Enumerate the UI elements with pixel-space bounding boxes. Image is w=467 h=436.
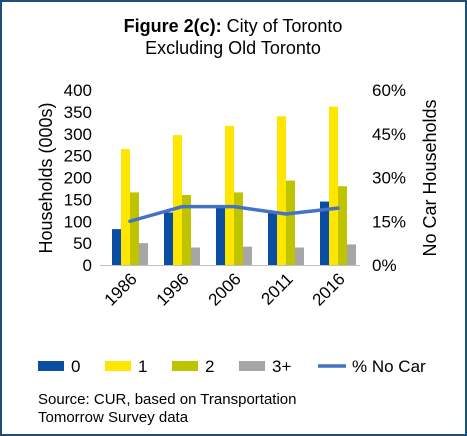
y2-axis-ticks: 0% 15% 30% 45% 60% (372, 81, 406, 275)
legend-label: 2 (205, 357, 214, 376)
bar-1-1996 (173, 135, 182, 265)
source-line-2: Tomorrow Survey data (38, 409, 189, 426)
source-line-1: Source: CUR, based on Transportation (38, 391, 296, 408)
y-tick-label: 200 (64, 169, 92, 188)
y2-tick-label: 60% (372, 81, 406, 100)
chart-title-line-1: Figure 2(c): City of Toronto (124, 16, 343, 36)
bar-2-2011 (286, 180, 295, 265)
legend-label: 3+ (272, 357, 291, 376)
bar-0-2011 (268, 212, 277, 265)
x-tick-label: 2006 (205, 269, 245, 309)
chart-title-line-2: Excluding Old Toronto (145, 38, 321, 58)
bar-3+-2011 (295, 247, 304, 265)
x-tick-label: 1986 (101, 269, 141, 309)
y-tick-label: 100 (64, 212, 92, 231)
legend-swatch-2 (172, 361, 198, 371)
chart-title-bold: Figure 2(c): (124, 16, 222, 36)
y-tick-label: 300 (64, 125, 92, 144)
bar-0-1986 (112, 229, 121, 265)
legend-label: % No Car (352, 357, 426, 376)
bar-1-2016 (329, 106, 338, 265)
bar-0-1996 (164, 212, 173, 265)
bar-2-1986 (130, 192, 139, 265)
chart-title-rest: City of Toronto (222, 16, 343, 36)
legend-label: 0 (71, 357, 80, 376)
y-tick-label: 400 (64, 81, 92, 100)
x-tick-label: 1996 (153, 269, 193, 309)
plot-area (100, 106, 360, 266)
y2-tick-label: 45% (372, 125, 406, 144)
bar-2-2016 (338, 186, 347, 265)
bar-2-1996 (182, 195, 191, 265)
y2-axis-title: No Car Households (420, 99, 440, 256)
bar-2-2006 (234, 192, 243, 265)
bar-0-2006 (216, 205, 225, 265)
bar-3+-2006 (243, 246, 252, 265)
y-axis-ticks: 0 50 100 150 200 250 300 350 400 (64, 81, 92, 275)
bar-1-2011 (277, 116, 286, 265)
bar-3+-1996 (191, 247, 200, 265)
line-no-car (128, 204, 340, 223)
y-tick-label: 50 (73, 234, 92, 253)
bar-3+-1986 (139, 243, 148, 265)
y-tick-label: 250 (64, 147, 92, 166)
y-tick-label: 150 (64, 190, 92, 209)
x-tick-label: 2016 (309, 269, 349, 309)
legend-swatch-3+ (239, 361, 265, 371)
legend: 0 1 2 3+ % No Car (38, 357, 426, 376)
x-tick-label: 2011 (258, 269, 297, 308)
y2-tick-label: 15% (372, 212, 406, 231)
y2-tick-label: 30% (372, 169, 406, 188)
bar-0-2016 (320, 201, 329, 265)
legend-swatch-0 (38, 361, 64, 371)
x-axis-ticks: 1986 1996 2006 2011 2016 (101, 269, 349, 309)
bar-1-2006 (225, 125, 234, 265)
y2-tick-label: 0% (372, 256, 397, 275)
bar-3+-2016 (347, 244, 356, 265)
legend-label: 1 (138, 357, 147, 376)
y-tick-label: 0 (83, 256, 92, 275)
bar-1-1986 (121, 149, 130, 265)
y-axis-title: Households (000s) (36, 102, 56, 253)
y-tick-label: 350 (64, 103, 92, 122)
legend-swatch-1 (105, 361, 131, 371)
